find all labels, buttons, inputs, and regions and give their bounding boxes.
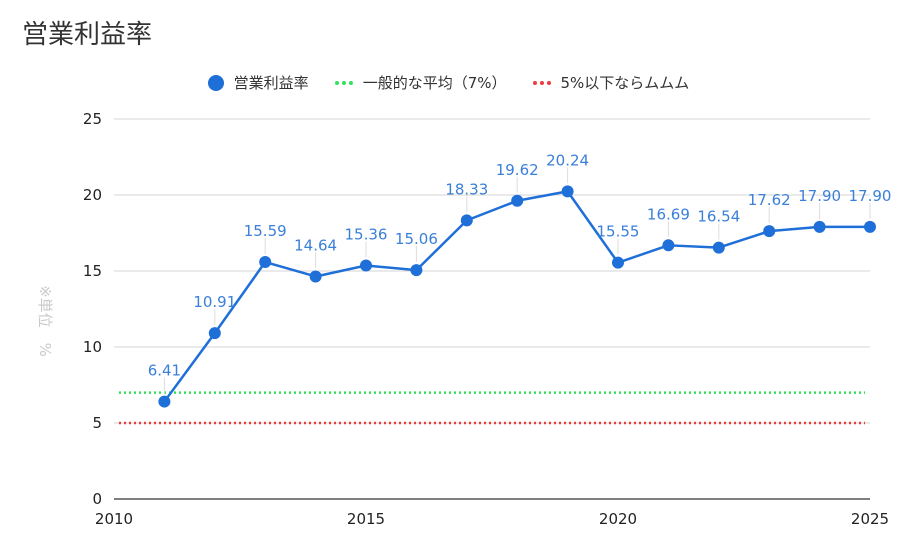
data-point bbox=[561, 185, 574, 198]
data-point bbox=[208, 327, 221, 340]
y-axis-label: ※単位 % bbox=[36, 285, 54, 357]
x-tick-label: 2010 bbox=[95, 510, 133, 528]
y-tick-label: 10 bbox=[83, 338, 102, 356]
legend-marker-average bbox=[334, 80, 353, 85]
data-point bbox=[259, 256, 272, 269]
data-point bbox=[158, 395, 171, 408]
data-point bbox=[309, 270, 322, 283]
legend-label-average: 一般的な平均（7%） bbox=[362, 74, 507, 92]
y-tick-label: 25 bbox=[83, 110, 102, 128]
data-label: 15.36 bbox=[345, 226, 388, 244]
y-tick-label: 20 bbox=[83, 186, 102, 204]
data-point bbox=[662, 239, 675, 252]
legend-marker-threshold bbox=[532, 80, 551, 85]
y-tick-label: 5 bbox=[92, 414, 102, 432]
legend-item-series: 営業利益率 bbox=[207, 72, 309, 93]
x-tick-label: 2025 bbox=[851, 510, 889, 528]
data-point bbox=[864, 220, 876, 233]
data-label: 14.64 bbox=[294, 236, 337, 254]
x-tick-label: 2020 bbox=[599, 510, 637, 528]
data-label: 15.59 bbox=[244, 222, 287, 240]
legend-item-threshold: 5%以下ならムムム bbox=[532, 72, 690, 93]
data-label: 20.24 bbox=[546, 151, 589, 169]
data-label: 15.06 bbox=[395, 230, 438, 248]
data-point bbox=[763, 225, 776, 238]
legend-marker-series bbox=[207, 74, 224, 91]
legend-label-threshold: 5%以下ならムムム bbox=[560, 74, 690, 92]
data-point bbox=[460, 214, 473, 227]
y-tick-label: 15 bbox=[83, 262, 102, 280]
data-label: 19.62 bbox=[496, 161, 539, 179]
data-label: 17.90 bbox=[849, 187, 892, 205]
x-tick-label: 2015 bbox=[347, 510, 385, 528]
data-label: 16.54 bbox=[697, 208, 740, 226]
data-label: 17.90 bbox=[798, 187, 841, 205]
data-label: 17.62 bbox=[748, 191, 791, 209]
data-point bbox=[712, 241, 725, 254]
data-point bbox=[813, 220, 826, 233]
data-point bbox=[410, 264, 423, 277]
data-point bbox=[360, 259, 372, 272]
data-label: 6.41 bbox=[148, 362, 181, 380]
legend-label-series: 営業利益率 bbox=[233, 74, 309, 92]
data-label: 18.33 bbox=[445, 180, 488, 198]
legend: 営業利益率 一般的な平均（7%） 5%以下ならムムム bbox=[0, 72, 897, 93]
chart-title: 営業利益率 bbox=[22, 20, 153, 50]
y-tick-label: 0 bbox=[92, 490, 102, 508]
data-label: 10.91 bbox=[193, 293, 236, 311]
data-point bbox=[612, 256, 624, 269]
data-label: 16.69 bbox=[647, 205, 690, 223]
legend-item-average: 一般的な平均（7%） bbox=[334, 72, 507, 93]
data-point bbox=[511, 194, 524, 207]
data-label: 15.55 bbox=[597, 223, 640, 241]
